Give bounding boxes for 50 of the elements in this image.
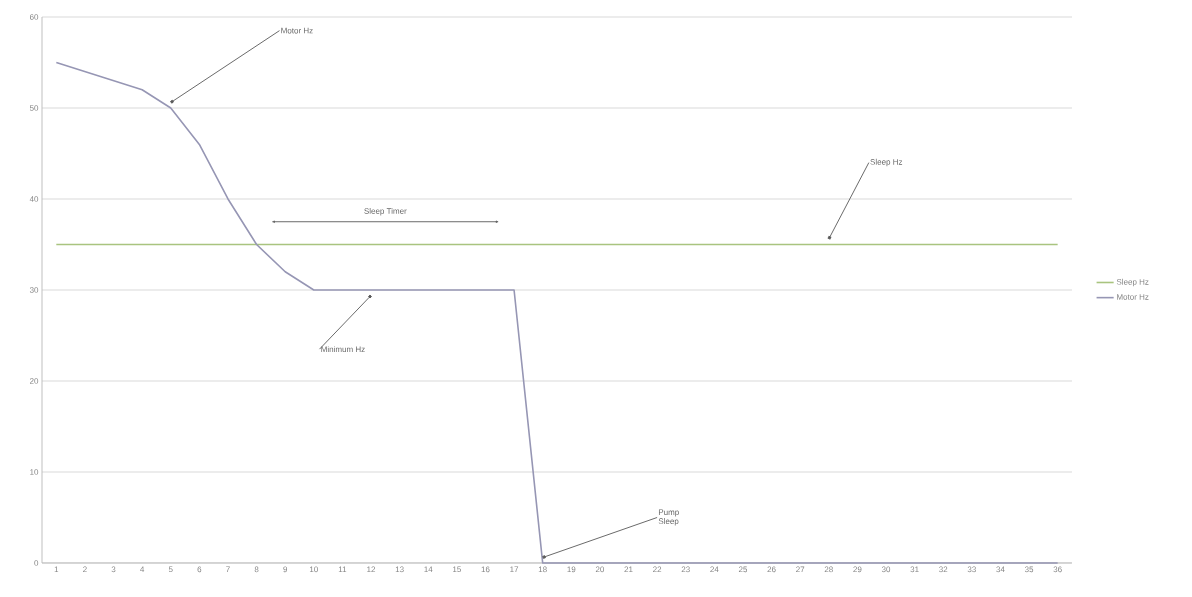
x-tick-label: 15 [453,566,461,573]
y-tick-label: 40 [29,196,39,202]
y-tick-label: 0 [34,560,39,566]
x-tick-label: 19 [567,566,576,573]
x-tick-label: 18 [538,566,547,573]
x-tick-label: 7 [226,566,230,573]
x-tick-label: 24 [710,566,719,573]
x-tick-label: 35 [1024,566,1034,573]
x-tick-label: 17 [510,566,519,573]
y-tick-label: 10 [30,469,39,475]
x-tick-label: 12 [367,566,376,573]
x-tick-label: 4 [140,566,145,573]
x-tick-label: 5 [168,566,173,573]
annotation: Motor Hz [281,27,313,34]
legend-label: Motor Hz [1117,294,1149,300]
x-tick-label: 1 [54,566,59,573]
x-tick-label: 33 [967,566,976,573]
x-tick-label: 32 [939,566,948,573]
x-tick-label: 34 [996,566,1005,573]
x-tick-label: 29 [853,566,862,573]
x-tick-label: 8 [254,566,259,573]
x-tick-label: 22 [653,566,662,573]
x-tick-label: 28 [824,566,833,573]
x-tick-label: 30 [881,566,891,573]
y-tick-label: 60 [29,14,39,20]
x-tick-label: 2 [83,566,87,573]
x-tick-label: 16 [481,566,490,573]
y-tick-label: 50 [29,105,39,111]
annotation: Minimum Hz [321,346,365,353]
x-tick-label: 27 [796,566,805,573]
annotation: Sleep Timer [364,208,407,216]
annotation: Sleep Hz [870,158,903,167]
x-tick-label: 3 [111,566,116,573]
x-tick-label: 23 [681,566,690,573]
x-tick-label: 20 [595,566,605,573]
annotation: Pump Sleep [658,509,679,526]
x-tick-label: 26 [767,566,776,573]
x-tick-label: 21 [624,566,633,573]
x-tick-label: 6 [197,566,202,573]
y-tick-label: 30 [29,287,39,293]
x-tick-label: 31 [910,566,919,573]
legend-label: Sleep Hz [1116,278,1149,287]
x-tick-label: 25 [738,566,748,573]
x-tick-label: 13 [395,566,404,573]
x-tick-label: 11 [338,566,347,573]
x-tick-label: 36 [1053,566,1062,573]
y-tick-label: 20 [29,378,39,384]
x-tick-label: 9 [283,566,288,573]
x-tick-label: 14 [424,566,433,573]
x-tick-label: 10 [309,566,318,573]
